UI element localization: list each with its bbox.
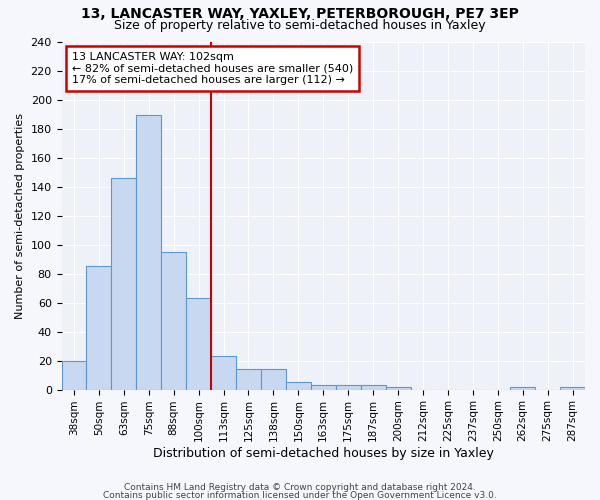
Bar bbox=[62, 360, 86, 390]
Bar bbox=[560, 386, 585, 390]
Bar bbox=[510, 386, 535, 390]
Bar bbox=[261, 370, 286, 390]
Text: Contains HM Land Registry data © Crown copyright and database right 2024.: Contains HM Land Registry data © Crown c… bbox=[124, 484, 476, 492]
Bar bbox=[311, 385, 336, 390]
Bar bbox=[112, 178, 136, 390]
Y-axis label: Number of semi-detached properties: Number of semi-detached properties bbox=[15, 112, 25, 318]
Text: 13 LANCASTER WAY: 102sqm
← 82% of semi-detached houses are smaller (540)
17% of : 13 LANCASTER WAY: 102sqm ← 82% of semi-d… bbox=[72, 52, 353, 85]
Text: Contains public sector information licensed under the Open Government Licence v3: Contains public sector information licen… bbox=[103, 490, 497, 500]
Text: Size of property relative to semi-detached houses in Yaxley: Size of property relative to semi-detach… bbox=[114, 19, 486, 32]
X-axis label: Distribution of semi-detached houses by size in Yaxley: Distribution of semi-detached houses by … bbox=[153, 447, 494, 460]
Bar bbox=[386, 386, 410, 390]
Bar bbox=[211, 356, 236, 390]
Bar bbox=[361, 385, 386, 390]
Bar bbox=[161, 252, 186, 390]
Text: 13, LANCASTER WAY, YAXLEY, PETERBOROUGH, PE7 3EP: 13, LANCASTER WAY, YAXLEY, PETERBOROUGH,… bbox=[81, 8, 519, 22]
Bar bbox=[136, 116, 161, 390]
Bar bbox=[186, 298, 211, 390]
Bar bbox=[336, 385, 361, 390]
Bar bbox=[286, 382, 311, 390]
Bar bbox=[86, 266, 112, 390]
Bar bbox=[236, 370, 261, 390]
